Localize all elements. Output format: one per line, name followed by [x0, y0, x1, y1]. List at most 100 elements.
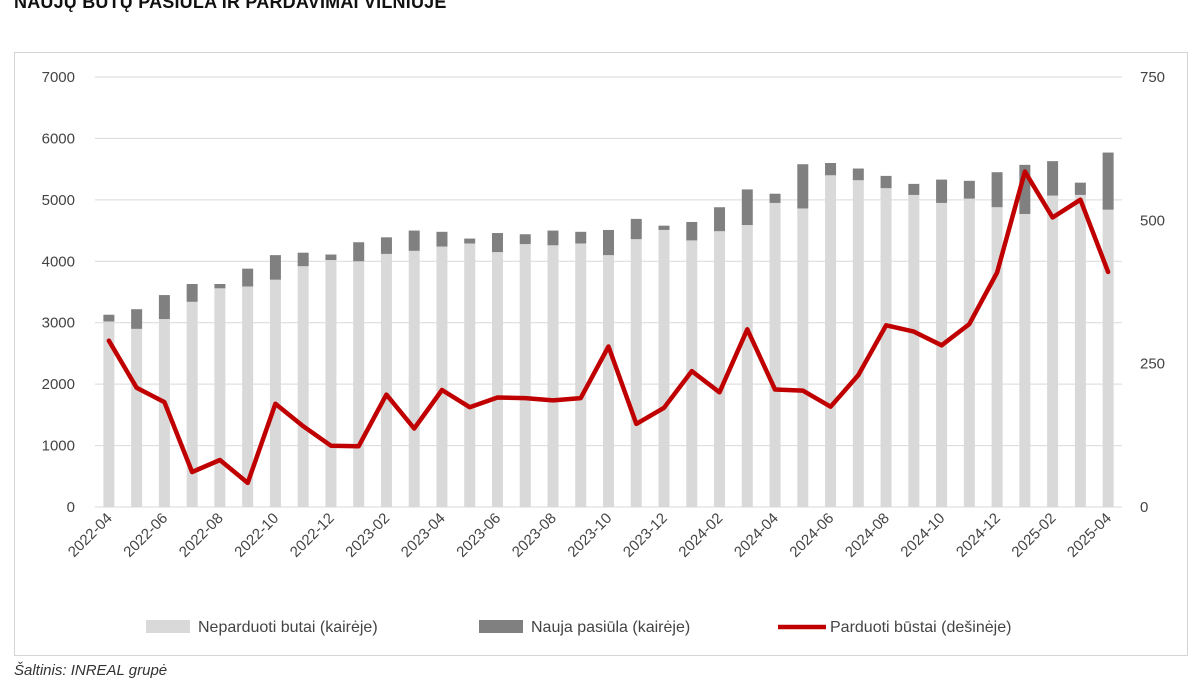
- x-tick-label: 2022-12: [287, 510, 338, 561]
- sold-series-line: [106, 169, 1111, 486]
- y-left-tick-label: 5000: [42, 192, 75, 209]
- x-tick-label: 2024-12: [953, 510, 1004, 561]
- bar-new-supply: [575, 231, 587, 244]
- bar-new-supply: [686, 221, 698, 241]
- legend-label-sold: Parduoti būstai (dešinėje): [830, 619, 1011, 636]
- bar-new-supply: [658, 225, 670, 230]
- bar-new-supply: [880, 175, 892, 189]
- bar-new-supply: [269, 255, 281, 280]
- bar-new-supply: [852, 168, 864, 181]
- y-left-tick-label: 0: [67, 499, 75, 516]
- bar-unsold: [658, 229, 670, 507]
- bar-new-supply: [436, 231, 448, 247]
- bars: [103, 152, 1114, 508]
- x-tick-label: 2023-04: [398, 510, 449, 561]
- y-left-tick-label: 6000: [42, 130, 75, 147]
- bar-unsold: [269, 279, 281, 507]
- x-tick-label: 2022-06: [120, 510, 171, 561]
- bar-unsold: [1047, 195, 1059, 508]
- bar-new-supply: [1074, 182, 1086, 195]
- legend-label-new-supply: Nauja pasiūla (kairėje): [531, 619, 690, 636]
- bar-unsold: [825, 175, 837, 508]
- bar-unsold: [603, 255, 614, 507]
- bar-new-supply: [297, 252, 309, 267]
- bar-new-supply: [353, 242, 365, 262]
- bar-new-supply: [547, 230, 559, 246]
- bar-unsold: [242, 286, 254, 507]
- y-right-tick-label: 750: [1140, 69, 1165, 86]
- bar-unsold: [714, 231, 726, 507]
- x-tick-label: 2024-10: [897, 510, 948, 561]
- bar-unsold: [908, 194, 920, 507]
- source-note: Šaltinis: INREAL grupė: [14, 662, 168, 679]
- bar-new-supply: [1047, 161, 1059, 196]
- bar-new-supply: [936, 179, 948, 203]
- bar-new-supply: [797, 164, 809, 209]
- x-tick-label: 2025-02: [1008, 510, 1059, 561]
- bar-new-supply: [825, 163, 837, 176]
- x-tick-label: 2023-08: [509, 510, 560, 561]
- bar-unsold: [936, 202, 948, 507]
- bar-unsold: [491, 252, 503, 507]
- legend: Neparduoti butai (kairėje) Nauja pasiūla …: [146, 619, 1011, 636]
- y-left-tick-label: 4000: [42, 253, 75, 270]
- bar-unsold: [186, 301, 198, 507]
- bar-new-supply: [963, 180, 975, 199]
- bar-unsold: [325, 260, 337, 507]
- y-right-tick-label: 0: [1140, 499, 1148, 516]
- bar-new-supply: [1019, 164, 1031, 214]
- bar-unsold: [797, 208, 809, 507]
- bar-unsold: [436, 246, 448, 508]
- bar-new-supply: [408, 230, 420, 251]
- bar-unsold: [158, 319, 170, 507]
- x-tick-label: 2022-08: [176, 510, 227, 561]
- bar-unsold: [353, 261, 365, 507]
- bar-new-supply: [991, 172, 1003, 208]
- chart-title: NAUJŲ BŪTŲ PASIŪLA IR PARDAVIMAI VILNIUJ…: [14, 0, 447, 12]
- bar-unsold: [547, 245, 559, 508]
- bar-new-supply: [103, 314, 115, 322]
- bar-new-supply: [214, 284, 226, 289]
- x-tick-label: 2023-02: [342, 510, 393, 561]
- bar-unsold: [380, 253, 392, 507]
- x-tick-label: 2025-04: [1064, 510, 1115, 561]
- x-tick-label: 2023-06: [453, 510, 504, 561]
- bar-unsold: [464, 243, 476, 507]
- bar-new-supply: [714, 207, 726, 232]
- bar-unsold: [297, 266, 309, 507]
- bar-new-supply: [1102, 152, 1114, 210]
- bar-new-supply: [741, 189, 753, 226]
- bar-unsold: [103, 321, 115, 507]
- bar-new-supply: [186, 284, 198, 302]
- bar-new-supply: [325, 254, 337, 261]
- bar-unsold: [630, 239, 642, 507]
- bar-new-supply: [242, 268, 254, 287]
- bar-new-supply: [603, 229, 614, 256]
- x-tick-label: 2022-04: [65, 510, 116, 561]
- bar-new-supply: [131, 309, 143, 329]
- x-tick-label: 2024-02: [675, 510, 726, 561]
- y-left-tick-label: 7000: [42, 69, 75, 86]
- bar-unsold: [131, 328, 143, 507]
- x-tick-label: 2022-10: [231, 510, 282, 561]
- bar-unsold: [214, 288, 226, 507]
- sold-line-layer: [106, 169, 1111, 486]
- bar-unsold: [1074, 194, 1086, 507]
- bar-new-supply: [380, 237, 392, 254]
- bar-new-supply: [519, 234, 531, 245]
- bar-unsold: [408, 250, 420, 508]
- bar-unsold: [880, 188, 892, 507]
- bar-new-supply: [769, 193, 781, 203]
- y-right-tick-label: 500: [1140, 212, 1165, 229]
- y-left-tick-label: 2000: [42, 376, 75, 393]
- x-tick-label: 2024-08: [842, 510, 893, 561]
- bar-new-supply: [464, 238, 476, 244]
- x-tick-label: 2024-04: [731, 510, 782, 561]
- bar-unsold: [1019, 213, 1031, 507]
- chart-canvas: 0 1000 2000 3000 4000 5000 6000 7000 0 250 500 750 2…: [42, 69, 1165, 636]
- y-left-tick-label: 3000: [42, 315, 75, 332]
- bar-unsold: [1102, 209, 1114, 507]
- bar-unsold: [852, 180, 864, 507]
- bar-unsold: [769, 202, 781, 507]
- bar-new-supply: [908, 183, 920, 195]
